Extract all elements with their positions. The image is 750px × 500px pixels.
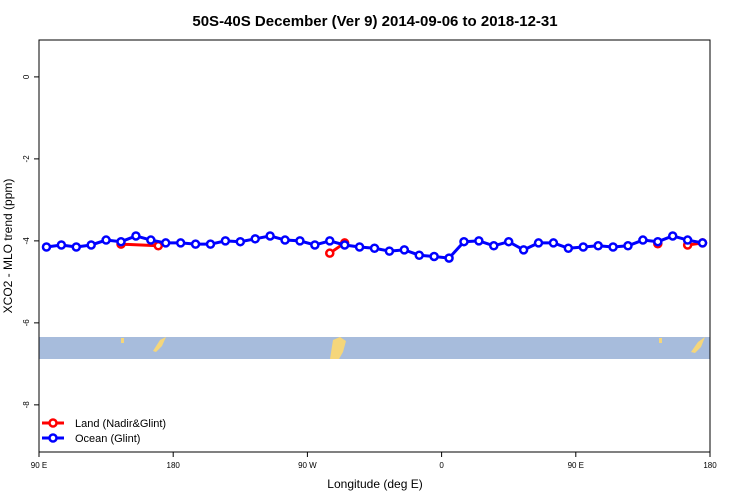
data-point xyxy=(563,243,574,254)
legend-marker xyxy=(48,433,58,443)
data-point xyxy=(101,235,111,245)
data-point xyxy=(384,246,395,256)
x-tick-label: 180 xyxy=(703,461,717,470)
data-point xyxy=(429,251,439,262)
map-strip xyxy=(39,337,710,359)
y-tick-label: -2 xyxy=(22,155,31,163)
data-point xyxy=(653,236,663,247)
data-point xyxy=(459,236,469,247)
x-tick-label: 0 xyxy=(439,461,444,470)
y-axis-label: XCO2 - MLO trend (ppm) xyxy=(1,179,15,314)
x-tick-label: 90 E xyxy=(568,461,584,470)
data-point xyxy=(503,236,514,247)
y-tick-label: -6 xyxy=(22,319,31,327)
data-point xyxy=(578,242,589,252)
x-tick-label: 180 xyxy=(167,461,181,470)
data-point xyxy=(310,240,320,250)
y-tick-label: -4 xyxy=(22,237,31,245)
data-point xyxy=(250,234,260,244)
data-point xyxy=(489,241,499,251)
plot-frame xyxy=(38,39,711,453)
legend-label: Land (Nadir&Glint) xyxy=(75,418,166,430)
legend-label: Ocean (Glint) xyxy=(75,433,140,445)
data-point xyxy=(667,231,678,241)
data-point xyxy=(56,240,67,250)
data-point xyxy=(131,231,141,241)
x-tick-label: 90 W xyxy=(298,461,317,470)
data-point xyxy=(160,238,171,248)
legend-marker xyxy=(48,418,58,428)
data-point xyxy=(444,253,454,263)
data-point xyxy=(325,236,335,246)
data-point xyxy=(399,245,410,255)
data-point xyxy=(220,236,231,246)
data-point xyxy=(638,235,648,245)
data-point xyxy=(414,250,424,260)
data-point xyxy=(593,241,603,251)
data-point xyxy=(205,239,216,249)
chart-title: 50S-40S December (Ver 9) 2014-09-06 to 2… xyxy=(192,13,557,30)
data-point xyxy=(608,242,618,252)
data-point xyxy=(518,245,529,255)
data-point xyxy=(295,236,305,246)
y-tick-label: 0 xyxy=(22,74,31,79)
y-tick-label: -8 xyxy=(22,401,31,409)
data-point xyxy=(682,235,693,245)
data-point xyxy=(354,242,365,252)
data-point xyxy=(235,236,246,247)
data-point xyxy=(325,248,335,258)
data-point xyxy=(369,243,380,254)
data-point xyxy=(339,240,350,250)
data-point xyxy=(623,241,633,251)
x-axis-label: Longitude (deg E) xyxy=(327,477,422,491)
data-point xyxy=(116,236,126,247)
data-point xyxy=(146,235,156,245)
data-point xyxy=(175,238,186,248)
data-point xyxy=(190,239,201,249)
data-point xyxy=(71,242,82,252)
data-point xyxy=(474,236,484,246)
data-point xyxy=(41,242,52,252)
data-point xyxy=(533,238,544,248)
data-point xyxy=(265,231,275,241)
data-point xyxy=(697,238,708,248)
data-point xyxy=(86,240,96,250)
data-point xyxy=(548,238,559,248)
data-point xyxy=(280,235,290,245)
x-tick-label: 90 E xyxy=(31,461,47,470)
